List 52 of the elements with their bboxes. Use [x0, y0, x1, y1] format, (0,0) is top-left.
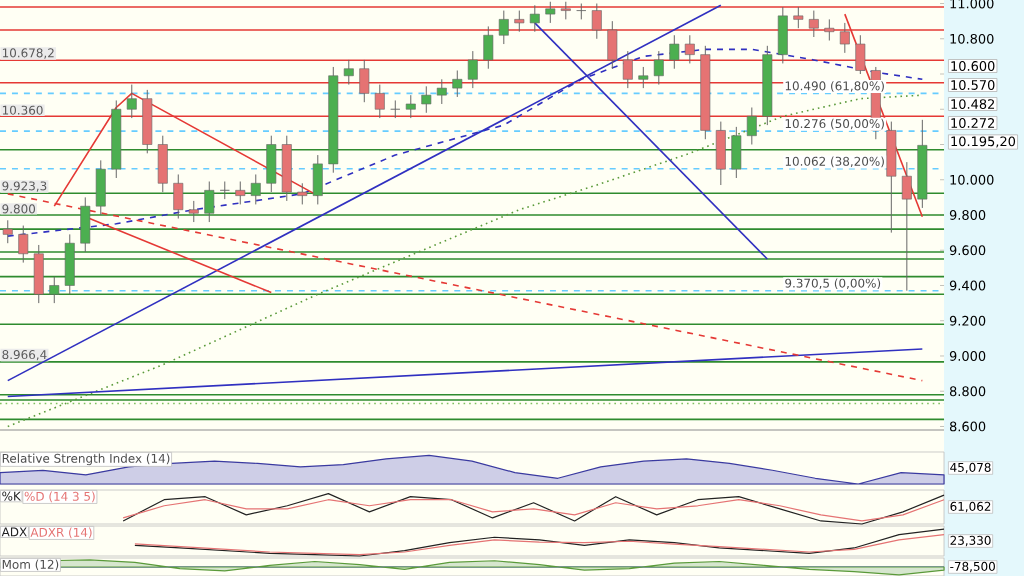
candlestick	[188, 200, 199, 223]
candlestick	[2, 219, 13, 244]
candlestick	[157, 135, 168, 193]
candlestick	[204, 181, 215, 223]
candlestick	[250, 173, 261, 205]
candlestick	[405, 94, 416, 119]
candlestick	[80, 196, 91, 253]
candlestick	[684, 34, 695, 64]
candlestick	[591, 3, 602, 40]
candlestick	[421, 85, 432, 114]
candlestick	[483, 25, 494, 70]
candlestick	[95, 159, 106, 216]
candlestick	[297, 182, 308, 205]
candlestick	[529, 4, 540, 33]
candlestick	[18, 225, 29, 264]
candlestick	[374, 84, 385, 119]
candlestick	[638, 66, 649, 89]
candlestick	[514, 10, 525, 33]
candlestick	[669, 34, 680, 70]
candlestick	[808, 10, 819, 38]
candlestick	[142, 89, 153, 154]
candlestick	[266, 135, 277, 193]
candlestick	[731, 126, 742, 179]
candlestick	[901, 161, 912, 292]
candlestick	[886, 121, 897, 234]
candlestick	[33, 244, 44, 304]
candlestick	[498, 10, 509, 45]
candlestick	[452, 69, 463, 98]
line-series	[6, 94, 924, 428]
candlestick	[359, 59, 370, 103]
candlestick	[436, 78, 447, 105]
candlestick	[653, 50, 664, 86]
candlestick	[746, 106, 757, 145]
candlestick	[49, 276, 60, 304]
candlestick	[467, 50, 478, 89]
candlestick	[839, 22, 850, 54]
candlestick	[777, 6, 788, 64]
candlestick	[715, 121, 726, 186]
candlestick	[622, 50, 633, 89]
candlestick	[64, 233, 75, 295]
candlestick	[390, 99, 401, 119]
candlestick	[793, 6, 804, 29]
candlestick	[545, 1, 556, 24]
candlestick	[281, 135, 292, 202]
candlestick	[343, 59, 354, 86]
candlestick	[855, 34, 866, 75]
candlestick	[607, 20, 618, 70]
candlestick	[312, 154, 323, 205]
candlestick	[126, 84, 137, 119]
candlestick	[824, 18, 835, 42]
candlestick	[173, 173, 184, 220]
candlestick	[235, 181, 246, 205]
